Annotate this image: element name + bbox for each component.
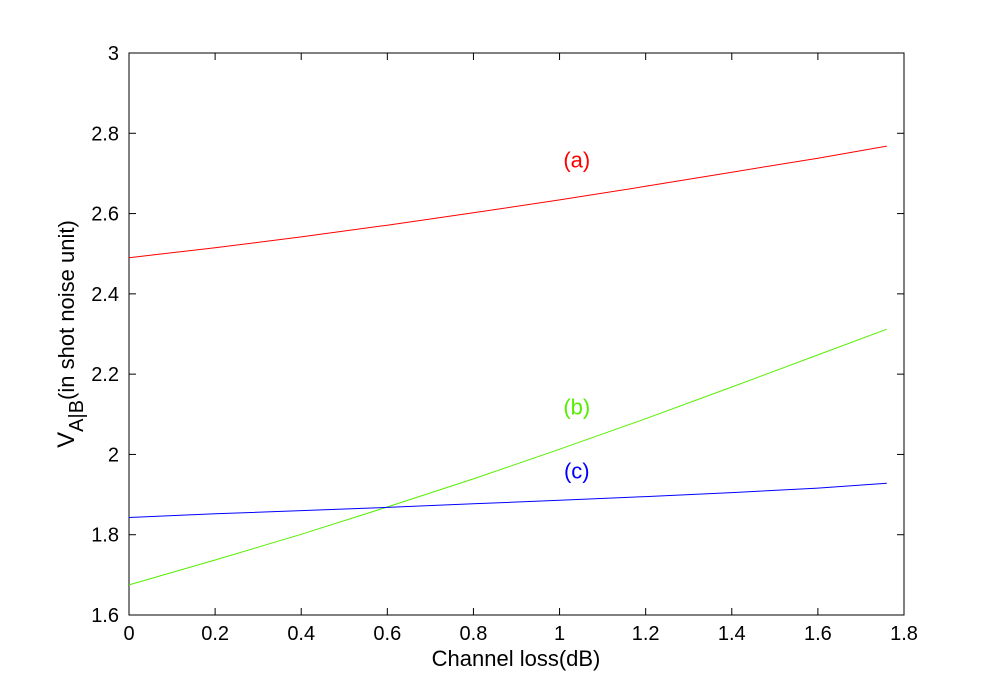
y-tick-label: 3 — [108, 43, 119, 65]
series-line-1 — [128, 328, 887, 586]
y-axis-label: VA|B(in shot noise unit) — [53, 220, 88, 448]
y-axis-label-subscript: A|B — [66, 400, 88, 432]
series-label-1: (b) — [563, 394, 590, 419]
x-tick-label: 1.6 — [804, 623, 832, 645]
x-axis-ticks: 0 0.2 0.4 0.6 0.8 1 1.2 1.4 1.6 1.8 — [123, 53, 918, 645]
series-line-0 — [128, 145, 887, 259]
y-tick-label: 2 — [108, 444, 119, 466]
y-tick-label: 1.8 — [91, 525, 119, 547]
series-label-2: (c) — [564, 459, 590, 484]
x-tick-label: 1.4 — [718, 623, 746, 645]
x-axis-label: Channel loss(dB) — [432, 646, 601, 671]
x-tick-label: 0.6 — [373, 623, 401, 645]
y-tick-label: 2.4 — [91, 284, 119, 306]
plot-area — [128, 52, 905, 616]
series-line-2 — [128, 482, 887, 518]
x-tick-label: 0 — [123, 623, 134, 645]
series-layer — [128, 145, 887, 586]
y-tick-label: 2.8 — [91, 123, 119, 145]
x-tick-label: 1 — [554, 623, 565, 645]
y-axis-ticks: 1.6 1.8 2 2.2 2.4 2.6 2.8 3 — [91, 43, 904, 627]
y-tick-label: 1.6 — [91, 605, 119, 627]
plot-frame — [128, 52, 905, 616]
x-tick-label: 0.2 — [201, 623, 229, 645]
x-tick-label: 1.2 — [632, 623, 660, 645]
x-tick-label: 0.8 — [460, 623, 488, 645]
y-axis-label-rest: (in shot noise unit) — [54, 220, 79, 400]
x-tick-label: 1.8 — [890, 623, 918, 645]
x-tick-label: 0.4 — [287, 623, 315, 645]
series-label-0: (a) — [563, 147, 590, 172]
y-tick-label: 2.6 — [91, 204, 119, 226]
y-tick-label: 2.2 — [91, 364, 119, 386]
series-labels: (a) (b) (c) — [563, 147, 590, 483]
y-axis-label-base: V — [53, 432, 80, 448]
